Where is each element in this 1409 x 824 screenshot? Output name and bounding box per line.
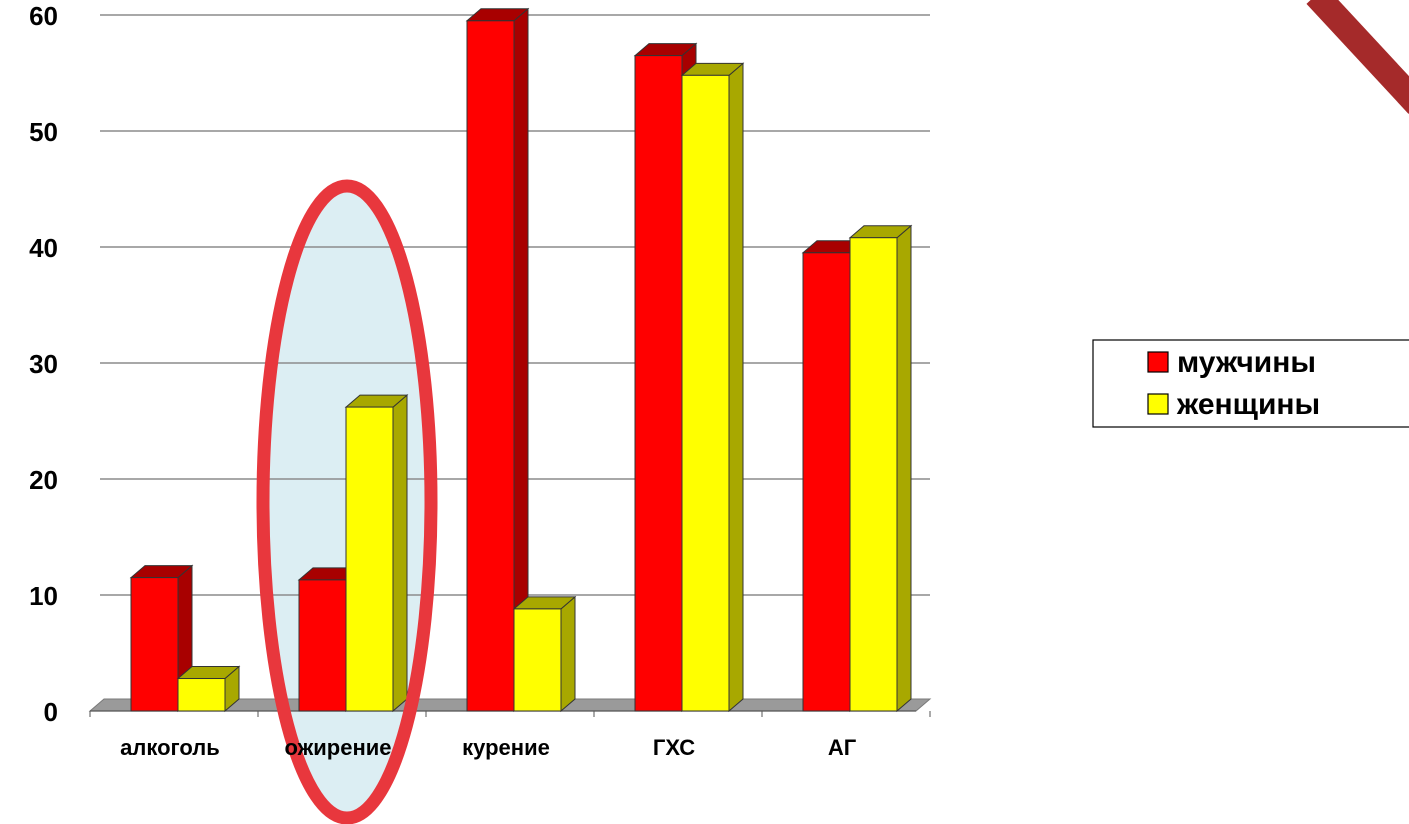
highlight-ellipse-outline <box>256 179 438 824</box>
legend-swatch <box>1147 351 1169 373</box>
bar-женщины-алкоголь <box>176 665 241 713</box>
legend-label: мужчины <box>1177 346 1316 379</box>
legend-swatch <box>1147 393 1169 415</box>
bar-front-face <box>849 237 898 712</box>
bar-женщины-курение <box>512 595 577 713</box>
bar-front-face <box>177 678 226 712</box>
y-tick-label: 20 <box>29 465 58 495</box>
corner-decoration-stripe <box>1306 0 1409 114</box>
x-category-label: ожирение <box>285 735 392 760</box>
x-category-label: ГХС <box>653 735 695 760</box>
y-tick-label: 40 <box>29 233 58 263</box>
bar-мужчины-алкоголь <box>129 564 194 713</box>
legend-label: женщины <box>1176 388 1320 421</box>
highlight-outline-layer <box>256 179 438 824</box>
y-axis-tick-labels: 0 10 20 30 40 50 60 <box>29 1 58 727</box>
bar-front-face <box>130 577 179 712</box>
bar-front-face <box>681 74 730 712</box>
bar-front-face <box>298 579 347 712</box>
x-category-label: алкоголь <box>120 735 220 760</box>
bar-женщины-АГ <box>848 224 913 713</box>
bar-side-face <box>896 224 912 713</box>
y-tick-label: 60 <box>29 1 58 31</box>
bar-side-face <box>728 62 744 713</box>
bar-side-face <box>560 595 576 713</box>
bar-мужчины-курение <box>465 7 530 713</box>
bars <box>129 7 913 713</box>
x-axis-category-labels: алкоголь ожирение курение ГХС АГ <box>120 735 857 760</box>
y-tick-label: 30 <box>29 349 58 379</box>
bar-front-face <box>513 608 562 712</box>
bar-front-face <box>345 406 394 712</box>
bar-front-face <box>466 20 515 712</box>
bar-side-face <box>392 393 408 713</box>
y-tick-label: 0 <box>44 697 58 727</box>
bar-front-face <box>802 252 851 712</box>
decoration-layer <box>1306 0 1409 114</box>
bar-front-face <box>634 55 683 712</box>
bar-женщины-ГХС <box>680 62 745 713</box>
legend: мужчины женщины <box>1092 339 1409 428</box>
y-tick-label: 10 <box>29 581 58 611</box>
x-category-label: курение <box>462 735 550 760</box>
x-category-label: АГ <box>828 735 857 760</box>
y-tick-label: 50 <box>29 117 58 147</box>
bar-женщины-ожирение <box>344 393 409 713</box>
legend-box <box>1092 339 1409 428</box>
